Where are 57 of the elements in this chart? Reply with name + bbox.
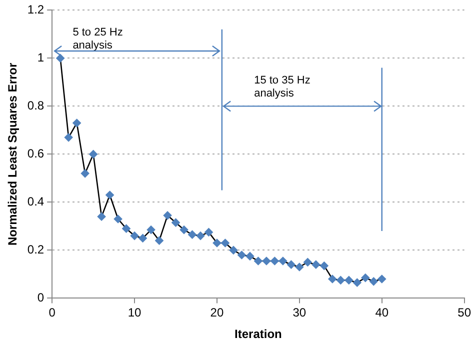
point xyxy=(89,150,98,158)
y-tick-label: 1 xyxy=(37,50,44,65)
point xyxy=(304,258,312,266)
point xyxy=(262,256,271,266)
point xyxy=(146,226,156,234)
point xyxy=(97,212,106,221)
point xyxy=(287,260,296,269)
point xyxy=(106,190,114,200)
point xyxy=(270,256,279,266)
annotation: 5 to 25 Hz analysis xyxy=(72,26,123,52)
point xyxy=(361,274,370,282)
y-tick-label: 0.6 xyxy=(27,146,44,161)
point xyxy=(344,276,354,284)
point xyxy=(212,238,222,248)
point xyxy=(138,234,147,242)
y-tick-label: 0.4 xyxy=(27,194,44,209)
point xyxy=(312,260,320,269)
point xyxy=(56,54,64,62)
y-tick-label: 0.2 xyxy=(27,242,44,257)
x-tick-label: 0 xyxy=(48,306,56,320)
x-tick-label: 20 xyxy=(210,306,224,320)
point xyxy=(155,236,164,245)
point xyxy=(328,274,337,284)
point xyxy=(180,226,188,234)
point xyxy=(278,256,288,266)
x-tick-label: 40 xyxy=(375,306,389,320)
annotation: 15 to 35 Hz analysis xyxy=(254,74,310,100)
point xyxy=(352,278,362,287)
point xyxy=(320,262,328,270)
point xyxy=(72,118,81,128)
point xyxy=(378,274,386,284)
x-tick-label: 10 xyxy=(128,306,142,320)
point xyxy=(122,224,130,233)
point xyxy=(254,256,262,266)
point xyxy=(172,218,180,227)
point xyxy=(204,228,213,236)
point xyxy=(238,250,246,260)
point xyxy=(80,169,90,178)
point xyxy=(246,252,254,260)
x-tick-label: 50 xyxy=(458,306,472,320)
point xyxy=(221,238,230,248)
y-axis-title: Normalized Least Squares Error xyxy=(6,62,20,246)
point xyxy=(336,276,345,284)
point xyxy=(163,211,172,220)
point xyxy=(295,262,304,272)
x-tick-label: 30 xyxy=(292,306,306,320)
point xyxy=(130,232,139,240)
point xyxy=(229,246,238,254)
point xyxy=(188,230,196,239)
y-tick-label: 0 xyxy=(37,290,44,305)
x-axis-title: Iteration xyxy=(234,327,282,342)
y-tick-label: 1.2 xyxy=(27,2,44,17)
point xyxy=(196,232,205,240)
y-tick-label: 0.8 xyxy=(27,98,44,113)
point xyxy=(114,214,122,224)
point xyxy=(369,277,378,286)
point xyxy=(64,133,73,142)
